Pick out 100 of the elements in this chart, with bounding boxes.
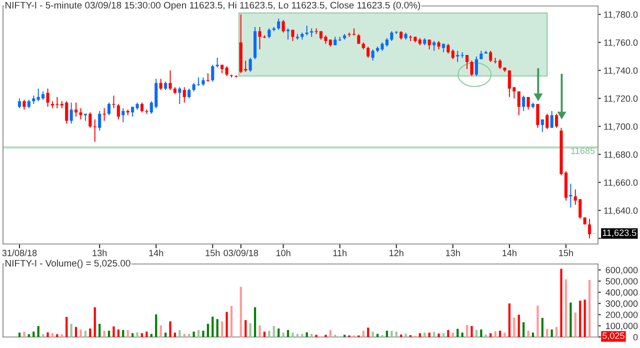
- bar: [447, 330, 450, 337]
- text: 11,623.5: [602, 230, 636, 237]
- candlestick: [517, 90, 520, 116]
- bar: [160, 325, 162, 337]
- ref-line-label: 11685: [571, 148, 595, 154]
- bar: [498, 330, 502, 337]
- bar: [174, 332, 176, 337]
- y-tick-label: 11,780.0: [604, 11, 638, 19]
- bar: [56, 334, 58, 337]
- bar: [490, 333, 492, 337]
- candlestick: [451, 48, 454, 60]
- bar: [221, 321, 224, 337]
- bar: [98, 324, 101, 337]
- y-tick-label: 11,680.0: [604, 151, 638, 159]
- candlestick: [540, 118, 544, 132]
- bar: [66, 316, 68, 337]
- bar: [494, 331, 496, 337]
- bar: [329, 330, 332, 337]
- bar: [258, 325, 261, 337]
- bar: [131, 333, 134, 337]
- candlestick: [522, 95, 526, 112]
- candlestick: [470, 60, 474, 76]
- x-tick-label: 11h: [333, 250, 346, 256]
- candlestick: [428, 39, 431, 50]
- bar: [452, 332, 454, 337]
- bar: [80, 330, 82, 337]
- bar: [372, 332, 374, 337]
- candlestick: [107, 102, 111, 116]
- bar: [424, 332, 426, 337]
- candlestick: [466, 54, 469, 70]
- y-tick-label: 11,660.0: [604, 179, 638, 187]
- y-tick-label: 400,000: [606, 289, 638, 297]
- bar: [70, 324, 72, 337]
- y-tick-label: 600,000: [606, 266, 638, 274]
- bar: [60, 334, 63, 337]
- bar: [362, 330, 364, 337]
- y-tick-label: 11,740.0: [604, 67, 638, 75]
- bar: [263, 332, 266, 337]
- bar: [527, 330, 530, 337]
- candlestick: [555, 113, 558, 128]
- bar: [28, 334, 30, 337]
- bar: [574, 312, 576, 337]
- candlestick: [98, 110, 102, 132]
- x-tick-label: 12h: [390, 250, 404, 256]
- bar: [74, 326, 78, 337]
- candlestick: [390, 30, 394, 42]
- bar: [588, 280, 591, 337]
- bar: [89, 328, 92, 337]
- bar: [226, 312, 228, 337]
- bar: [428, 332, 430, 337]
- x-tick-label: 15h: [559, 250, 573, 256]
- x-tick-label: 31/08/18: [2, 250, 37, 256]
- candlestick: [116, 104, 120, 120]
- x-tick-label: 15h: [206, 250, 220, 256]
- bar: [395, 332, 398, 337]
- y-tick-label: 11,700.0: [604, 123, 638, 131]
- candlestick: [122, 108, 125, 123]
- x-tick-label: 03/09/18: [224, 250, 258, 256]
- bar: [212, 316, 214, 337]
- bar: [272, 326, 275, 337]
- x-tick-label: 14h: [149, 250, 164, 256]
- bar: [282, 332, 284, 337]
- bar: [155, 314, 158, 337]
- bar: [508, 303, 510, 337]
- bar: [169, 321, 172, 337]
- y-tick-label: 100,000: [606, 322, 638, 330]
- candlestick: [569, 183, 572, 208]
- bar: [136, 332, 138, 337]
- bar: [470, 326, 473, 337]
- bar: [418, 333, 421, 337]
- bar: [560, 268, 562, 337]
- bar: [42, 334, 44, 337]
- text: 5,025: [602, 332, 624, 340]
- y-tick-label: 11,720.0: [604, 95, 638, 103]
- chart-title: NIFTY-I - 5-minute 03/09/18 15:30:00 Open 11623.5, Hi 11623.5, Lo 11623.5, Close 11623.5 (0.0%): [6, 2, 420, 10]
- bar: [164, 332, 167, 337]
- bar: [112, 326, 115, 337]
- bar: [46, 332, 49, 337]
- bar: [404, 334, 407, 337]
- x-tick-label: 14h: [502, 250, 516, 256]
- bar: [306, 332, 308, 337]
- bar: [51, 333, 54, 337]
- candlestick: [536, 104, 540, 128]
- candlestick: [18, 98, 22, 109]
- bar: [192, 332, 195, 337]
- x-tick-label: 13h: [446, 250, 460, 256]
- bar: [240, 286, 242, 337]
- bar: [103, 330, 106, 337]
- candlestick: [446, 43, 450, 54]
- candlestick: [159, 78, 162, 90]
- bar: [94, 307, 96, 337]
- bar: [202, 330, 204, 337]
- bar: [122, 330, 124, 337]
- bar: [146, 332, 148, 337]
- bar: [178, 330, 181, 337]
- candlestick: [178, 86, 182, 104]
- bar: [456, 328, 459, 337]
- bar: [367, 328, 370, 337]
- bar: [278, 328, 280, 337]
- bar: [32, 332, 35, 337]
